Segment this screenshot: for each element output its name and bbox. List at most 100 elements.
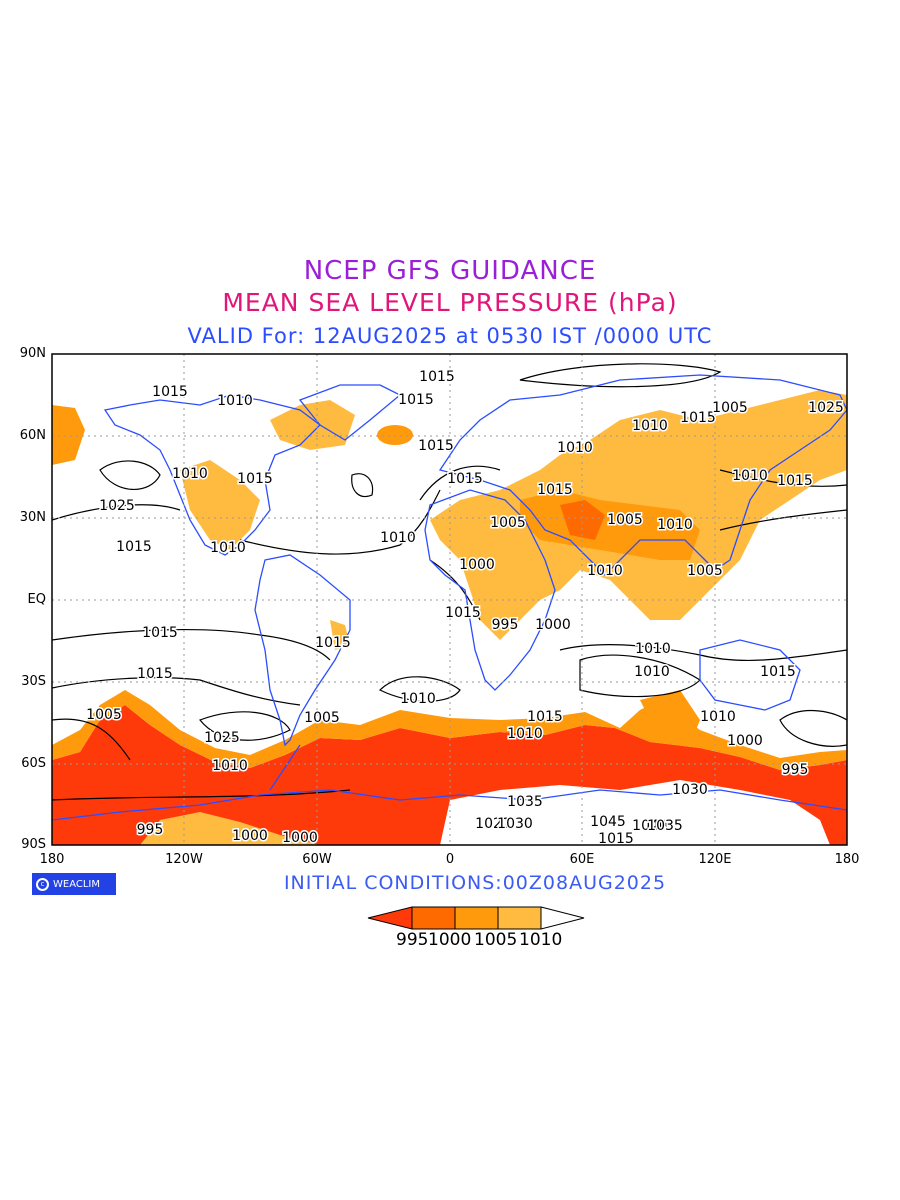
- lon-label-180e: 180: [834, 852, 860, 867]
- colorbar-segment-1005-1010: [497, 906, 542, 930]
- lat-label-30s: 30S: [21, 674, 46, 689]
- greenland-low: [270, 400, 355, 450]
- contour-label: 1015: [419, 369, 455, 385]
- north-america-low: [180, 460, 260, 550]
- contour-label: 1015: [398, 392, 434, 408]
- contour-label: 1010: [507, 726, 543, 742]
- contour-label: 1010: [635, 641, 671, 657]
- contour-label: 1000: [282, 830, 318, 846]
- contour-label: 1010: [557, 440, 593, 456]
- contour-label: 1005: [712, 400, 748, 416]
- contour-label: 995: [782, 762, 809, 778]
- lon-label-120e: 120E: [698, 852, 732, 867]
- antarctica-orange-patch: [140, 812, 320, 845]
- antarctic-peninsula: [269, 744, 301, 791]
- contour-label: 1010: [632, 418, 668, 434]
- contour-label: 1010: [380, 530, 416, 546]
- contour-label: 1000: [459, 557, 495, 573]
- contour-label: 1015: [137, 666, 173, 682]
- atlantic-low-patch: [377, 425, 413, 445]
- lat-label-60n: 60N: [19, 428, 46, 443]
- colorbar-segment-995-1000: [411, 906, 456, 930]
- pacific-low-patch: [52, 405, 85, 465]
- title-line-3: VALID For: 12AUG2025 at 0530 IST /0000 U…: [187, 324, 713, 348]
- colorbar: [367, 906, 585, 930]
- contour-label: 1010: [172, 466, 208, 482]
- lat-label-90n: 90N: [19, 346, 46, 361]
- colorbar-label-1010: 1010: [519, 930, 563, 950]
- contour-label: 1015: [237, 471, 273, 487]
- contour-label: 1010: [212, 758, 248, 774]
- contour-label: 1040: [632, 818, 668, 834]
- antarctica-coast: [52, 789, 847, 821]
- copyright-icon: c: [36, 877, 49, 891]
- coastlines: [52, 374, 847, 821]
- contour-label: 1000: [535, 617, 571, 633]
- contour-label: 1010: [587, 563, 623, 579]
- contour-label: 1010: [400, 691, 436, 707]
- contour-label: 1015: [315, 635, 351, 651]
- contour-label: 1015: [445, 605, 481, 621]
- lat-label-eq: EQ: [27, 592, 46, 607]
- south-america-coast: [254, 554, 351, 747]
- weaclim-logo: c WEACLIM: [32, 873, 116, 895]
- contour-label: 1015: [527, 709, 563, 725]
- contour-label: 1015: [447, 471, 483, 487]
- greenland-coast: [298, 384, 402, 441]
- eurasia-coast: [438, 374, 847, 576]
- contour-label: 1015: [598, 831, 634, 847]
- contour-label: 1015: [152, 384, 188, 400]
- contour-label: 995: [137, 822, 164, 838]
- lat-label-30n: 30N: [19, 510, 46, 525]
- contour-label: 1015: [760, 664, 796, 680]
- contour-label: 1035: [647, 818, 683, 834]
- lon-label-180w: 180: [39, 852, 65, 867]
- contour-label: 1045: [590, 814, 626, 830]
- contour-label: 1005: [304, 710, 340, 726]
- colorbar-label-1000: 1000: [428, 930, 472, 950]
- contour-label: 1005: [86, 707, 122, 723]
- contour-label: 1000: [727, 733, 763, 749]
- grid-lines: [52, 354, 847, 845]
- initial-conditions: INITIAL CONDITIONS:00Z08AUG2025: [283, 872, 667, 894]
- contour-label: 1015: [142, 625, 178, 641]
- lon-label-60e: 60E: [569, 852, 595, 867]
- title-line-2: MEAN SEA LEVEL PRESSURE (hPa): [222, 288, 678, 317]
- contour-label: 1030: [497, 816, 533, 832]
- contour-label: 1010: [210, 540, 246, 556]
- contour-label: 1035: [507, 794, 543, 810]
- lon-label-120w: 120W: [165, 852, 203, 867]
- contour-label: 1015: [680, 410, 716, 426]
- colorbar-segment-1000-1005: [454, 906, 499, 930]
- lat-label-60s: 60S: [21, 756, 46, 771]
- contour-label: 1005: [490, 515, 526, 531]
- australia-low: [640, 690, 700, 745]
- logo-text: WEACLIM: [53, 878, 101, 890]
- lon-label-60w: 60W: [302, 852, 332, 867]
- contour-label: 1030: [672, 782, 708, 798]
- contour-label: 1010: [700, 709, 736, 725]
- map-frame: [51, 353, 848, 846]
- contour-label: 1015: [537, 482, 573, 498]
- south-america-low: [330, 620, 350, 650]
- contour-label: 1015: [418, 438, 454, 454]
- contour-label: 1025: [204, 730, 240, 746]
- colorbar-segment-gt1010: [540, 906, 585, 930]
- contour-label: 995: [492, 617, 519, 633]
- contour-label: 1005: [607, 512, 643, 528]
- contour-label: 1015: [777, 473, 813, 489]
- colorbar-label-1005: 1005: [474, 930, 518, 950]
- colorbar-label-995: 995: [396, 930, 429, 950]
- lon-label-0: 0: [445, 852, 455, 867]
- contour-label: 1010: [657, 517, 693, 533]
- contour-label: 1025: [99, 498, 135, 514]
- india-low-core: [560, 500, 605, 540]
- title-line-1: NCEP GFS GUIDANCE: [303, 256, 597, 286]
- australia-coast: [699, 639, 801, 711]
- contour-label: 1025: [808, 400, 844, 416]
- contour-label: 1021: [475, 816, 511, 832]
- antarctica-high: [440, 780, 830, 845]
- contour-label: 1015: [116, 539, 152, 555]
